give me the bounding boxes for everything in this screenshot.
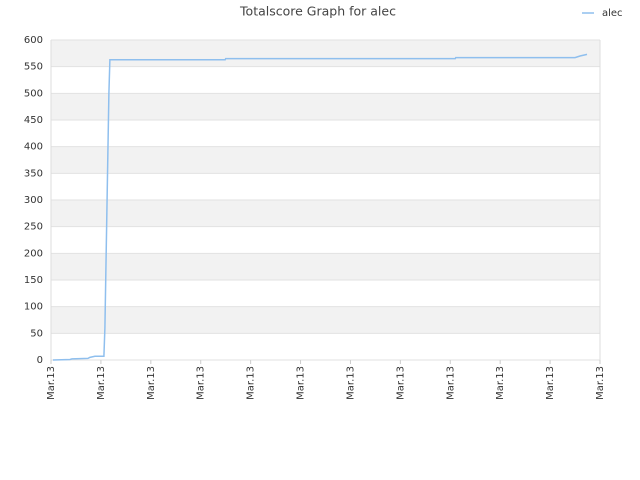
x-tick-label: Mar.13 <box>595 366 606 400</box>
grid-band <box>51 40 600 67</box>
y-tick-label: 200 <box>24 248 43 259</box>
x-tick-label: Mar.13 <box>246 366 257 400</box>
y-tick-label: 550 <box>24 62 43 73</box>
x-tick-label: Mar.13 <box>196 366 207 400</box>
y-tick-label: 500 <box>24 88 43 99</box>
grid-band <box>51 146 600 174</box>
x-tick-label: Mar.13 <box>495 366 506 400</box>
y-tick-label: 350 <box>24 168 43 179</box>
legend-label: alec <box>602 8 623 19</box>
y-tick-label: 50 <box>30 328 43 339</box>
y-tick-label: 100 <box>24 302 43 313</box>
x-tick-label: Mar.13 <box>545 366 556 400</box>
grid-band <box>51 306 600 334</box>
y-tick-label: 300 <box>24 195 43 206</box>
y-tick-label: 150 <box>24 275 43 286</box>
x-tick-label: Mar.13 <box>445 366 456 400</box>
grid-band <box>51 253 600 280</box>
series-line <box>52 53 588 361</box>
grid-band <box>51 93 600 120</box>
x-tick-label: Mar.13 <box>345 366 356 400</box>
x-tick-label: Mar.13 <box>46 366 57 400</box>
y-tick-label: 600 <box>24 35 43 46</box>
y-tick-label: 0 <box>37 355 43 366</box>
x-tick-label: Mar.13 <box>395 366 406 400</box>
grid-band <box>51 200 600 227</box>
x-tick-label: Mar.13 <box>296 366 307 400</box>
y-tick-label: 400 <box>24 142 43 153</box>
x-tick-label: Mar.13 <box>96 366 107 400</box>
chart-title: Totalscore Graph for alec <box>239 4 396 19</box>
y-tick-label: 450 <box>24 115 43 126</box>
x-tick-label: Mar.13 <box>146 366 157 400</box>
y-tick-label: 250 <box>24 222 43 233</box>
